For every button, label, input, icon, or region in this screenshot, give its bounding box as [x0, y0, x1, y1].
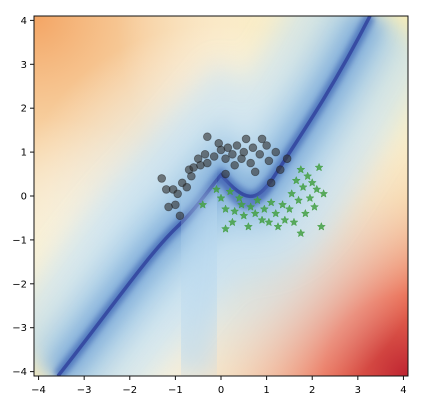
class-0-point: [282, 154, 292, 163]
class-0-point: [241, 134, 251, 144]
class-0-point: [157, 174, 167, 183]
class-1-point: [287, 189, 297, 198]
class-0-point: [187, 171, 196, 181]
class-0-point: [209, 152, 219, 161]
class-1-point: [298, 182, 308, 192]
y-tick-label: −3: [12, 323, 27, 334]
class-1-point: [312, 184, 322, 194]
class-1-point: [246, 202, 256, 211]
class-0-point: [232, 141, 242, 150]
y-tick-label: 0: [21, 192, 27, 203]
class-0-point: [223, 143, 233, 153]
class-1-point: [271, 208, 281, 218]
class-1-point: [257, 215, 267, 225]
class-0-point: [203, 132, 212, 142]
class-0-point: [262, 141, 271, 150]
class-0-point: [175, 211, 185, 221]
class-1-point: [243, 221, 253, 231]
x-tick-label: −4: [31, 385, 46, 396]
class-1-point: [280, 215, 290, 225]
x-tick-label: 1: [263, 385, 269, 396]
scatter-points: [157, 132, 329, 238]
class-1-point: [305, 193, 315, 203]
class-1-point: [314, 162, 324, 172]
class-1-point: [198, 200, 208, 209]
class-1-point: [230, 206, 240, 216]
class-1-point: [252, 195, 263, 205]
y-tick-label: −1: [12, 235, 27, 246]
class-0-point: [164, 202, 173, 212]
class-1-point: [216, 193, 226, 203]
class-1-point: [264, 217, 274, 227]
y-tick-label: 3: [21, 60, 27, 71]
class-1-point: [309, 202, 320, 211]
class-1-point: [266, 197, 276, 207]
class-1-point: [273, 221, 283, 231]
class-0-point: [182, 182, 192, 192]
class-0-point: [239, 147, 249, 157]
class-1-point: [239, 210, 249, 220]
y-axis-ticks: −4 −3 −2 −1 0 1 2 3 4: [12, 16, 34, 378]
class-0-point: [255, 149, 265, 159]
y-tick-label: 4: [21, 16, 27, 27]
class-1-point: [234, 193, 244, 203]
class-1-point: [225, 186, 235, 196]
x-tick-label: −1: [168, 385, 183, 396]
class-0-point: [250, 167, 260, 177]
class-1-point: [259, 204, 269, 214]
x-tick-label: 0: [218, 385, 224, 396]
class-1-point: [227, 217, 237, 227]
x-axis-ticks: −4 −3 −2 −1 0 1 2 3 4: [31, 376, 407, 396]
class-0-point: [203, 158, 212, 168]
x-tick-label: −2: [122, 385, 137, 396]
x-tick-label: 2: [309, 385, 315, 396]
y-tick-label: 1: [21, 148, 27, 159]
x-tick-label: 3: [355, 385, 361, 396]
y-tick-label: 2: [21, 104, 27, 115]
y-tick-label: −2: [12, 279, 27, 290]
class-1-point: [307, 178, 317, 187]
class-0-point: [246, 158, 255, 168]
class-0-point: [221, 154, 230, 163]
class-1-point: [284, 204, 294, 214]
class-0-point: [200, 149, 210, 159]
class-0-point: [248, 143, 258, 153]
class-1-point: [291, 175, 301, 185]
class-0-point: [266, 178, 276, 188]
class-1-point: [250, 208, 260, 218]
class-1-point: [278, 200, 288, 209]
x-tick-label: 4: [400, 385, 406, 396]
x-tick-label: −3: [77, 385, 92, 396]
class-1-point: [221, 224, 231, 233]
class-1-point: [236, 200, 247, 209]
class-1-point: [316, 221, 326, 231]
class-0-point: [275, 165, 285, 174]
class-0-point: [228, 149, 237, 159]
class-0-point: [257, 134, 267, 144]
class-1-point: [303, 171, 313, 181]
class-1-point: [296, 228, 306, 238]
class-1-point: [211, 184, 221, 194]
class-1-point: [289, 217, 299, 227]
class-0-point: [271, 147, 281, 157]
class-0-point: [230, 160, 239, 170]
y-tick-label: −4: [12, 367, 27, 378]
class-1-point: [319, 189, 329, 198]
class-0-point: [173, 189, 182, 199]
class-1-point: [294, 195, 304, 205]
plot-axes: −4 −3 −2 −1 0 1 2 3 4 −4 −3 −2 −1 0 1 2 3 4: [12, 15, 409, 396]
class-1-point: [221, 204, 231, 214]
class-1-point: [300, 208, 310, 218]
class-1-point: [296, 164, 306, 174]
class-0-point: [221, 169, 230, 179]
class-0-point: [264, 156, 274, 166]
